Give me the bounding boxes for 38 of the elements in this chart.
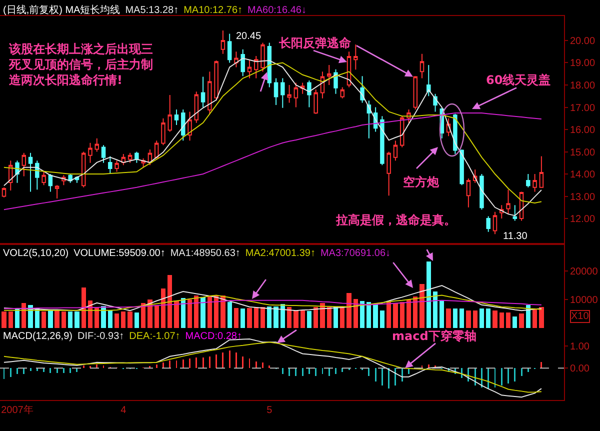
text: MA60:16.46↓ [248,5,306,16]
y-tick-label: 13.00 [570,192,596,203]
annotation: 该股在长期上涨之后出现三死叉见顶的信号，后主力制造两次长阳逃命行情! [8,42,153,88]
annotation: 空方炮 [403,175,440,189]
text: MA10:12.76↑ [184,5,243,16]
y-tick-label: 16.00 [570,125,596,136]
y-tick-label: 1.00 [570,342,590,353]
y-tick-label: 12.00 [570,214,596,226]
annotation: macd下穿零轴 [392,329,476,343]
text: X10 [571,311,590,322]
annotation: 11.30 [503,231,528,242]
y-tick-label: 15.00 [570,147,596,158]
y-tick-label: 18.00 [570,80,596,92]
chart-title: MACD(12,26,9) [3,331,72,342]
y-tick-label: 14.00 [570,170,596,181]
y-tick-label: 20.00 [570,36,596,47]
annotation: 长阳反弹逃命 [278,36,352,50]
text: MA5:13.28↑ [125,5,179,16]
x-tick-label: 4 [120,405,127,416]
chart-title: VOL2(5,10,20) [3,248,69,259]
y-tick-label: 17.00 [570,102,596,114]
y-tick-label: 19.00 [570,58,596,70]
text: MA2:47001.39↑ [245,248,316,259]
series-label: DEA:-1.07↑ [129,331,180,342]
chart-title: (日线,前复权) MA短长均线 [3,5,120,16]
y-tick-label: 0.00 [570,364,590,375]
annotation: 20.45 [236,31,262,42]
x-tick-label: 2007年 [1,404,34,416]
annotation: 60线天灵盖 [486,73,551,87]
annotation: VOLUME:59509.00↑ [74,248,166,259]
x-tick-label: 5 [266,405,273,416]
annotation: 拉高是假，逃命是真。 [335,213,456,227]
text: MA1:48950.63↑ [170,248,240,259]
text: DIF:-0.93↑ [77,331,124,342]
text: MA3:70691.06↓ [320,248,391,259]
y-tick-label: 10000 [570,294,598,306]
annotation: MACD:0.28↑ [185,331,242,342]
y-tick-label: 20000 [570,266,598,278]
